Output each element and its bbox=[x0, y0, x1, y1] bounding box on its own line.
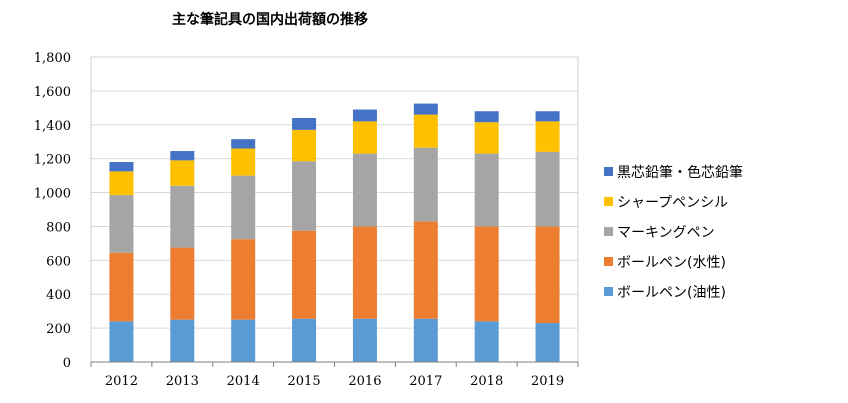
legend-label: ボールペン(水性) bbox=[617, 255, 726, 271]
x-tick-label: 2015 bbox=[288, 374, 321, 389]
bar-segment bbox=[474, 226, 499, 322]
bar-segment bbox=[413, 114, 438, 148]
legend-label: 黒芯鉛筆・色芯鉛筆 bbox=[617, 164, 743, 181]
bar-segment bbox=[352, 153, 377, 227]
y-tick-label: 800 bbox=[46, 220, 71, 235]
y-tick-label: 1,200 bbox=[34, 153, 71, 168]
y-axis-ticks: 0 200 400 600 800 1,000 1,200 1,400 1,600 1,800 bbox=[34, 51, 71, 371]
legend-swatch bbox=[604, 287, 613, 296]
y-tick-label: 1,600 bbox=[34, 85, 71, 100]
legend-label: シャープペンシル bbox=[617, 195, 728, 211]
bar-segment bbox=[231, 139, 256, 149]
bar-segment bbox=[535, 323, 560, 362]
legend-swatch bbox=[604, 257, 613, 266]
plot-area bbox=[90, 56, 579, 363]
legend-swatch bbox=[604, 167, 613, 176]
chart-title: 主な筆記具の国内出荷額の推移 bbox=[172, 11, 368, 28]
bar-segment bbox=[292, 318, 317, 362]
bar-segment bbox=[231, 239, 256, 320]
bar-segment bbox=[535, 226, 560, 324]
bar-segment bbox=[352, 226, 377, 319]
y-tick-label: 200 bbox=[46, 322, 71, 337]
bar-segment bbox=[474, 111, 499, 123]
bar-segment bbox=[170, 319, 195, 362]
x-tick-label: 2012 bbox=[105, 374, 138, 389]
bar-segment bbox=[109, 162, 134, 172]
bar-segment bbox=[413, 221, 438, 319]
legend-label: ボールペン(油性) bbox=[617, 285, 726, 301]
y-tick-label: 0 bbox=[63, 356, 71, 371]
bar-segment bbox=[413, 147, 438, 222]
x-axis-ticks: 2012 2013 2014 2015 2016 2017 2018 2019 bbox=[90, 362, 579, 389]
bar-segment bbox=[231, 148, 256, 176]
bar-segment bbox=[352, 318, 377, 362]
bar-segment bbox=[474, 321, 499, 362]
bar-segment bbox=[413, 318, 438, 362]
bar-segment bbox=[109, 321, 134, 362]
y-tick-label: 400 bbox=[46, 288, 71, 303]
y-tick-label: 1,400 bbox=[34, 119, 71, 134]
bar-segment bbox=[535, 151, 560, 227]
bar-segment bbox=[109, 171, 134, 196]
bar-segment bbox=[170, 160, 195, 186]
bar-segment bbox=[474, 122, 499, 154]
x-tick-label: 2017 bbox=[409, 374, 442, 389]
x-tick-label: 2014 bbox=[227, 374, 260, 389]
bar-segment bbox=[109, 252, 134, 322]
y-tick-label: 600 bbox=[46, 254, 71, 269]
y-tick-label: 1,000 bbox=[34, 187, 71, 202]
bar-segment bbox=[292, 129, 317, 162]
bar-segment bbox=[170, 185, 195, 248]
bar-segment bbox=[231, 175, 256, 240]
legend-label: マーキングペン bbox=[617, 225, 715, 241]
bar-segment bbox=[535, 111, 560, 122]
y-tick-label: 1,800 bbox=[34, 51, 71, 66]
bar-segment bbox=[474, 153, 499, 227]
gridlines bbox=[91, 56, 578, 329]
bar-segment bbox=[292, 118, 317, 130]
bar-segment bbox=[413, 103, 438, 115]
bar-segment bbox=[352, 109, 377, 122]
bars bbox=[109, 103, 560, 362]
x-tick-label: 2019 bbox=[531, 374, 564, 389]
bar-segment bbox=[170, 151, 195, 161]
x-tick-label: 2016 bbox=[348, 374, 381, 389]
legend-swatch bbox=[604, 227, 613, 236]
x-tick-label: 2018 bbox=[470, 374, 503, 389]
bar-segment bbox=[352, 121, 377, 154]
bar-segment bbox=[292, 230, 317, 319]
bar-segment bbox=[170, 247, 195, 320]
bar-segment bbox=[231, 319, 256, 362]
x-tick-label: 2013 bbox=[166, 374, 199, 389]
legend-swatch bbox=[604, 197, 613, 206]
bar-segment bbox=[535, 121, 560, 152]
bar-segment bbox=[109, 195, 134, 253]
bar-segment bbox=[292, 161, 317, 231]
